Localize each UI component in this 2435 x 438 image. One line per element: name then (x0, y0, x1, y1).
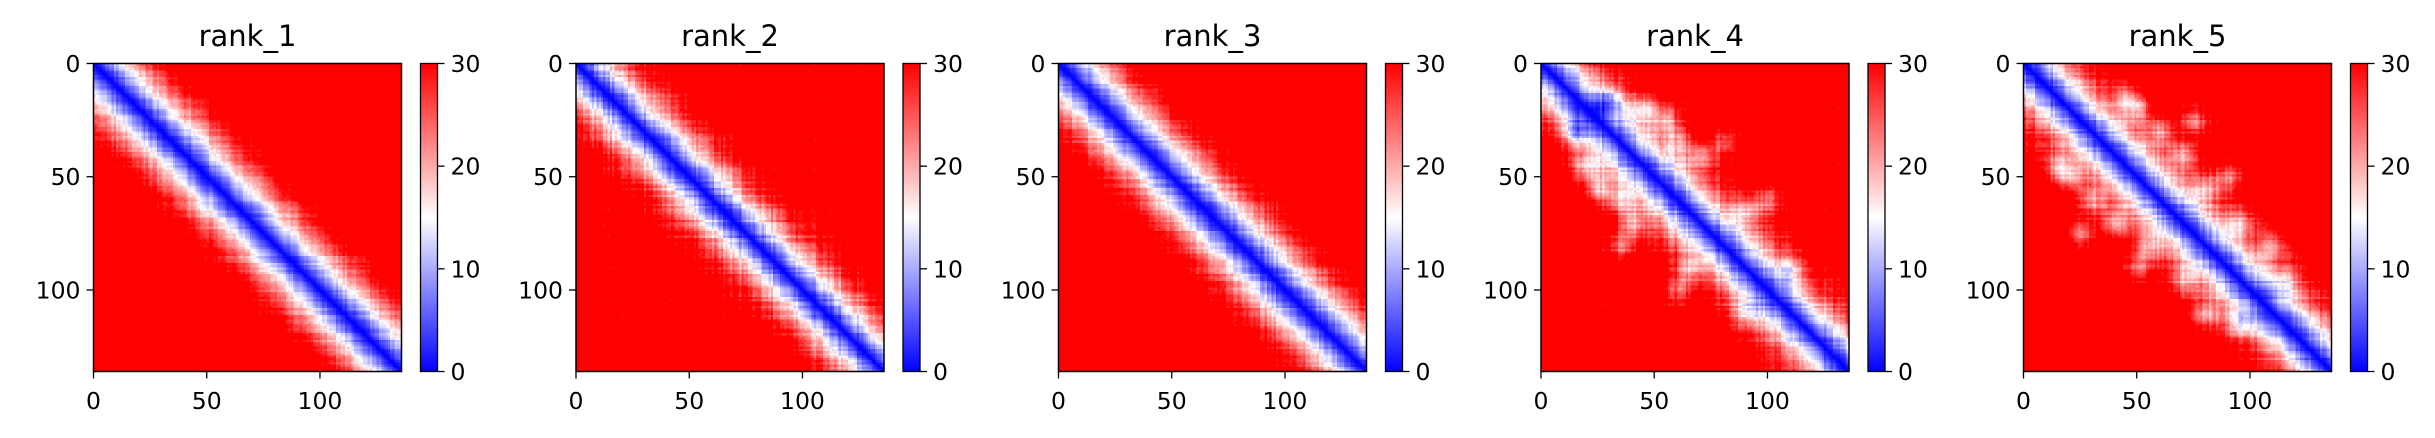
colorbar (419, 62, 439, 373)
colorbar-tick-label: 20 (1898, 153, 1928, 181)
colorbar (1384, 62, 1404, 373)
colorbar-tick-label: 30 (1898, 50, 1928, 78)
colorbar-tick-label: 0 (1416, 358, 1431, 386)
colorbar-tick-label: 20 (1416, 153, 1446, 181)
panel-title: rank_1 (199, 19, 297, 53)
colorbar-tick-label: 30 (1416, 50, 1446, 78)
colorbar-tick-label: 10 (451, 255, 481, 283)
heatmap-image (1541, 63, 1849, 372)
y-tick-label: 0 (1031, 50, 1046, 78)
heatmap-panel-rank_4: rank_4 0 50 100 0 50 100 0 10 20 30 (1483, 19, 1928, 415)
x-tick-label: 0 (1534, 387, 1549, 415)
panel-title: rank_5 (2129, 19, 2227, 53)
y-tick-label: 0 (1996, 50, 2011, 78)
heatmap-panel-rank_2: rank_2 0 50 100 0 50 100 0 10 20 30 (518, 19, 963, 415)
colorbar-tick-label: 30 (451, 50, 481, 78)
y-tick-label: 100 (518, 276, 563, 304)
colorbar-tick-label: 10 (1416, 255, 1446, 283)
x-tick-label: 100 (1263, 387, 1308, 415)
y-tick-label: 50 (51, 163, 81, 191)
x-tick-label: 0 (1051, 387, 1066, 415)
colorbar (902, 62, 921, 373)
y-tick-label: 50 (533, 163, 563, 191)
colorbar-tick-label: 30 (2381, 50, 2411, 78)
axes-frame (92, 62, 403, 373)
axes-frame (1057, 62, 1368, 373)
colorbar-tick-label: 20 (2381, 153, 2411, 181)
colorbar-tick-label: 20 (451, 153, 481, 181)
x-tick-label: 50 (2122, 387, 2152, 415)
colorbar-tick-label: 10 (2381, 255, 2411, 283)
y-tick-label: 100 (1483, 276, 1528, 304)
x-tick-label: 50 (674, 387, 704, 415)
colorbar (2349, 62, 2369, 373)
colorbar-tick-label: 0 (933, 358, 948, 386)
y-tick-label: 100 (1966, 276, 2011, 304)
x-tick-label: 100 (1745, 387, 1790, 415)
heatmap-panel-rank_5: rank_5 0 50 100 0 50 100 0 10 20 30 (1966, 19, 2411, 415)
colorbar (1867, 62, 1886, 373)
x-tick-label: 100 (298, 387, 343, 415)
x-tick-label: 0 (86, 387, 101, 415)
panel-title: rank_4 (1646, 19, 1744, 53)
x-tick-label: 100 (2228, 387, 2273, 415)
heatmap-image (1058, 63, 1367, 372)
colorbar-tick-label: 0 (451, 358, 466, 386)
y-tick-label: 50 (1981, 163, 2011, 191)
axes-frame (575, 62, 885, 373)
x-tick-label: 0 (569, 387, 584, 415)
axes-frame (2022, 62, 2333, 373)
y-tick-label: 100 (36, 276, 81, 304)
heatmap-panel-rank_1: rank_1 0 50 100 0 50 100 0 10 20 30 (36, 19, 481, 415)
y-tick-label: 0 (548, 50, 563, 78)
x-tick-label: 50 (192, 387, 222, 415)
heatmap-panel-rank_3: rank_3 0 50 100 0 50 100 0 10 20 30 (1001, 19, 1446, 415)
colorbar-tick-label: 10 (933, 255, 963, 283)
colorbar-tick-label: 0 (2381, 358, 2396, 386)
y-tick-label: 50 (1498, 163, 1528, 191)
colorbar-tick-label: 0 (1898, 358, 1913, 386)
y-tick-label: 0 (66, 50, 81, 78)
x-tick-label: 100 (780, 387, 825, 415)
panel-title: rank_3 (1164, 19, 1262, 53)
y-tick-label: 0 (1513, 50, 1528, 78)
panel-title: rank_2 (681, 19, 779, 53)
heatmap-image (93, 63, 402, 372)
heatmap-image (2023, 63, 2332, 372)
y-tick-label: 100 (1001, 276, 1046, 304)
x-tick-label: 50 (1157, 387, 1187, 415)
heatmap-image (576, 63, 884, 372)
colorbar-tick-label: 30 (933, 50, 963, 78)
y-tick-label: 50 (1016, 163, 1046, 191)
colorbar-tick-label: 20 (933, 153, 963, 181)
colorbar-tick-label: 10 (1898, 255, 1928, 283)
x-tick-label: 0 (2016, 387, 2031, 415)
x-tick-label: 50 (1639, 387, 1669, 415)
axes-frame (1540, 62, 1850, 373)
